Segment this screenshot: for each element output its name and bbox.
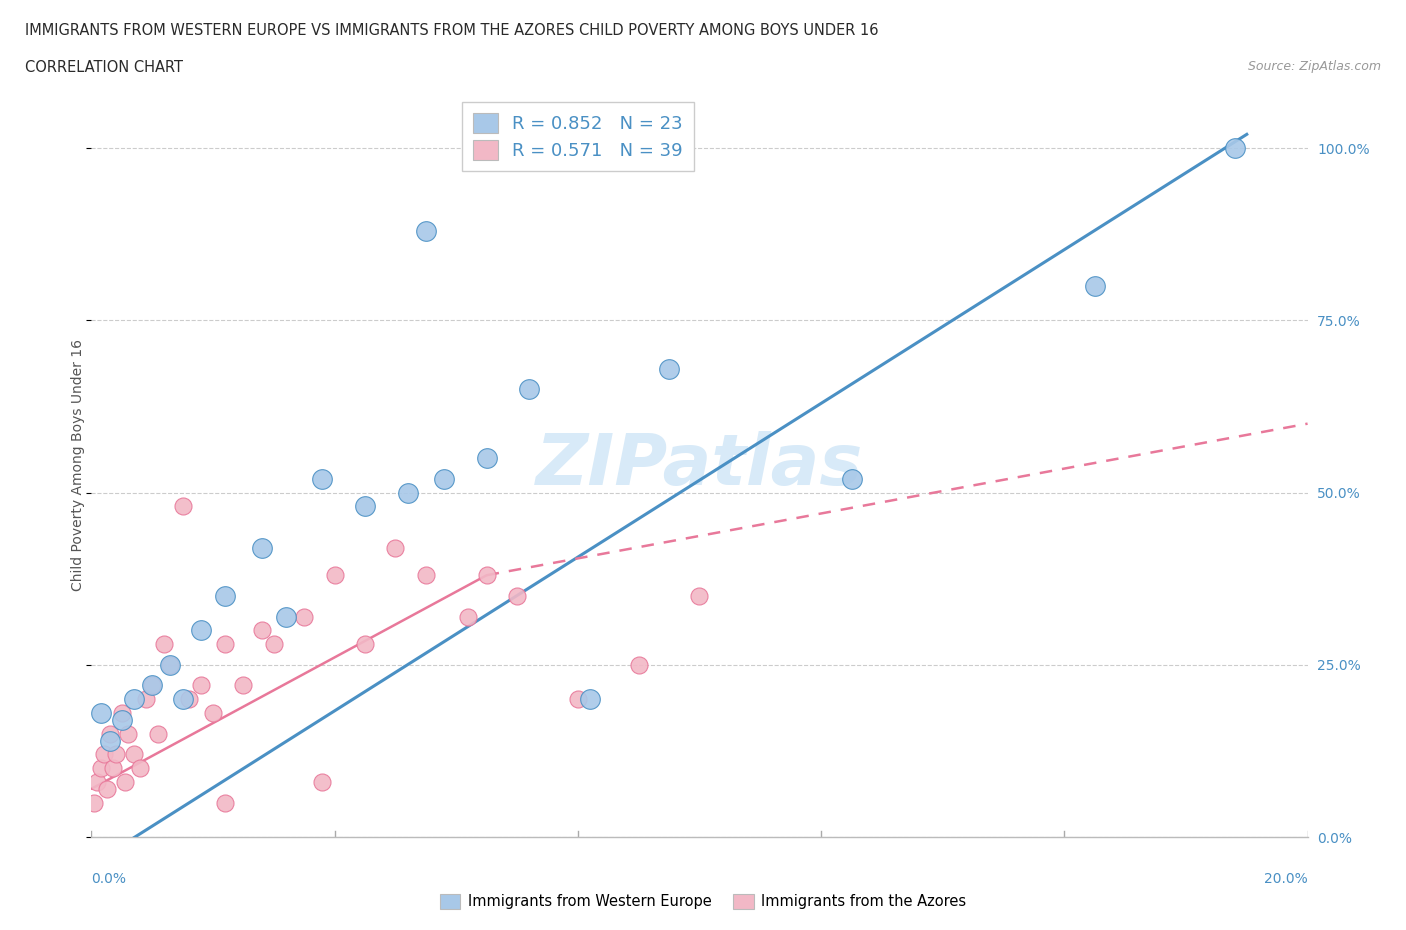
Point	[688, 589, 710, 604]
Point	[475, 568, 498, 583]
Text: Source: ZipAtlas.com: Source: ZipAtlas.com	[1247, 60, 1381, 73]
Point	[89, 706, 111, 721]
Point	[89, 761, 111, 776]
Point	[354, 498, 377, 513]
Text: IMMIGRANTS FROM WESTERN EUROPE VS IMMIGRANTS FROM THE AZORES CHILD POVERTY AMONG: IMMIGRANTS FROM WESTERN EUROPE VS IMMIGR…	[25, 23, 879, 38]
Legend: R = 0.852   N = 23, R = 0.571   N = 39: R = 0.852 N = 23, R = 0.571 N = 39	[461, 102, 695, 171]
Point	[457, 609, 479, 624]
Point	[292, 609, 315, 624]
Point	[311, 775, 333, 790]
Point	[141, 678, 163, 693]
Point	[93, 747, 115, 762]
Point	[354, 637, 377, 652]
Point	[190, 623, 212, 638]
Point	[232, 678, 254, 693]
Point	[172, 692, 194, 707]
Point	[96, 781, 118, 796]
Point	[506, 589, 529, 604]
Point	[579, 692, 602, 707]
Point	[101, 761, 124, 776]
Point	[190, 678, 212, 693]
Point	[148, 726, 170, 741]
Text: ZIPatlas: ZIPatlas	[536, 431, 863, 499]
Point	[129, 761, 152, 776]
Text: 0.0%: 0.0%	[91, 871, 127, 886]
Point	[214, 589, 236, 604]
Point	[111, 706, 134, 721]
Point	[141, 678, 163, 693]
Point	[433, 472, 456, 486]
Point	[135, 692, 157, 707]
Point	[177, 692, 200, 707]
Point	[214, 795, 236, 810]
Point	[111, 712, 134, 727]
Point	[202, 706, 225, 721]
Point	[263, 637, 285, 652]
Point	[122, 692, 145, 707]
Legend: Immigrants from Western Europe, Immigrants from the Azores: Immigrants from Western Europe, Immigran…	[434, 888, 972, 915]
Point	[415, 223, 437, 238]
Y-axis label: Child Poverty Among Boys Under 16: Child Poverty Among Boys Under 16	[72, 339, 86, 591]
Text: 20.0%: 20.0%	[1264, 871, 1308, 886]
Point	[323, 568, 346, 583]
Point	[98, 733, 121, 748]
Point	[1223, 140, 1246, 155]
Point	[274, 609, 297, 624]
Point	[396, 485, 419, 500]
Point	[172, 498, 194, 513]
Point	[517, 382, 540, 397]
Point	[658, 361, 681, 376]
Point	[159, 658, 181, 672]
Point	[250, 540, 273, 555]
Point	[214, 637, 236, 652]
Point	[567, 692, 589, 707]
Point	[1084, 278, 1107, 293]
Point	[415, 568, 437, 583]
Point	[86, 775, 108, 790]
Point	[627, 658, 650, 672]
Point	[841, 472, 863, 486]
Point	[311, 472, 333, 486]
Point	[117, 726, 139, 741]
Text: CORRELATION CHART: CORRELATION CHART	[25, 60, 183, 75]
Point	[98, 726, 121, 741]
Point	[475, 451, 498, 466]
Point	[122, 747, 145, 762]
Point	[83, 795, 105, 810]
Point	[104, 747, 127, 762]
Point	[384, 540, 406, 555]
Point	[250, 623, 273, 638]
Point	[114, 775, 136, 790]
Point	[159, 658, 181, 672]
Point	[153, 637, 176, 652]
